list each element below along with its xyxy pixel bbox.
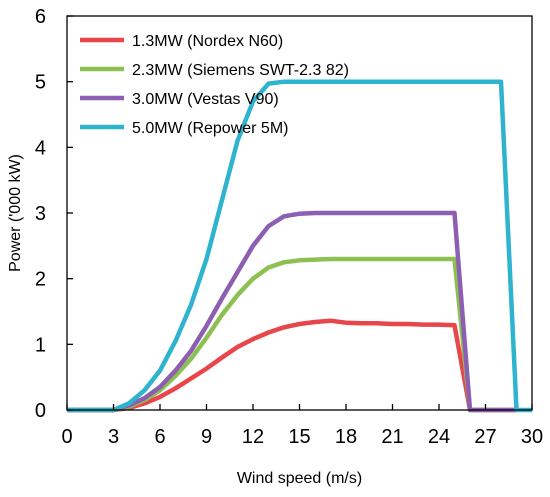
- x-tick-label: 9: [201, 426, 212, 448]
- y-tick-label: 0: [35, 400, 46, 422]
- y-axis-title: Power ('000 kW): [7, 154, 24, 272]
- y-tick-label: 5: [35, 72, 46, 94]
- x-axis-title: Wind speed (m/s): [237, 470, 362, 487]
- y-tick-label: 6: [35, 6, 46, 28]
- legend: 1.3MW (Nordex N60) 2.3MW (Siemens SWT-2.3…: [80, 33, 349, 137]
- x-tick-label: 3: [108, 426, 119, 448]
- legend-label-2: 2.3MW (Siemens SWT-2.3 82): [132, 62, 349, 79]
- x-tick-label: 21: [381, 426, 403, 448]
- series-layer: [67, 79, 532, 413]
- x-tick-label: 24: [428, 426, 450, 448]
- x-tick-label: 15: [288, 426, 310, 448]
- x-tick-label: 18: [335, 426, 357, 448]
- series-line-4: [67, 79, 532, 413]
- x-tick-label: 12: [242, 426, 264, 448]
- x-tick-label: 6: [154, 426, 165, 448]
- x-tick-label: 27: [474, 426, 496, 448]
- series-line-2: [67, 256, 517, 413]
- legend-label-4: 5.0MW (Repower 5M): [132, 120, 288, 137]
- x-tick-label: 0: [61, 426, 72, 448]
- y-tick-label: 1: [35, 334, 46, 356]
- x-tick-label: 30: [521, 426, 543, 448]
- legend-label-3: 3.0MW (Vestas V90): [132, 91, 279, 108]
- y-tick-label: 2: [35, 269, 46, 291]
- series-line-1: [67, 318, 517, 413]
- series-line-3: [67, 210, 517, 413]
- legend-label-1: 1.3MW (Nordex N60): [132, 33, 283, 50]
- y-tick-label: 4: [35, 137, 46, 159]
- y-tick-label: 3: [35, 203, 46, 225]
